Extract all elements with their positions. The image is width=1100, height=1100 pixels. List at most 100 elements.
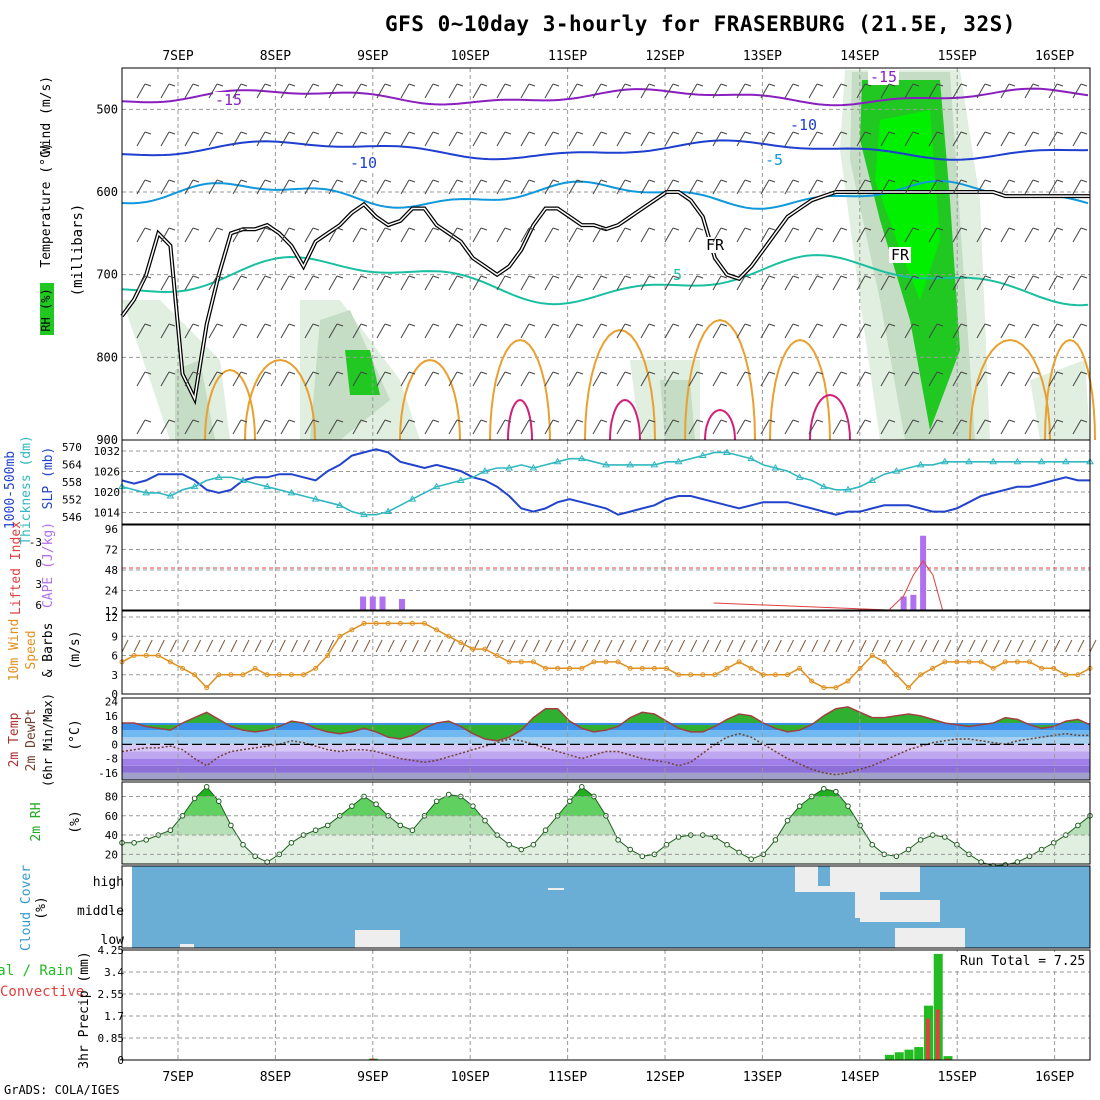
thickness-marker [311, 495, 320, 502]
wind-barb [928, 323, 938, 339]
wind-barb [760, 179, 770, 195]
wind-barb [808, 371, 818, 387]
wind-barb [376, 275, 386, 291]
wind-barb [184, 227, 194, 243]
wind-barb [232, 275, 242, 291]
thickness-marker [239, 476, 247, 483]
rh-marker [1026, 853, 1033, 860]
wind-axis-label-1: 10m Wind [7, 619, 22, 682]
wind-barb [496, 83, 506, 99]
wind-barb [768, 323, 776, 327]
wind-barb [376, 419, 386, 435]
wind-barb [432, 179, 440, 183]
wind-barb [504, 179, 512, 183]
wind-barb [936, 83, 944, 87]
surface-wind-barb [992, 639, 1000, 653]
wind-unit-label: (m/s) [68, 630, 83, 669]
wind-barb [912, 227, 920, 231]
surface-wind-barb [883, 639, 891, 653]
wind-barb [912, 131, 920, 135]
wind-barb [864, 419, 872, 423]
wind-barb [304, 323, 314, 339]
lifted-index-tick: -3 [29, 536, 42, 549]
wind-speed-marker [785, 672, 790, 678]
wind-barb [424, 419, 434, 435]
wind-barb [376, 179, 386, 195]
wind-barb [1024, 419, 1034, 435]
wind-barb [144, 179, 152, 183]
rh-marker [615, 837, 621, 843]
temp-contour-plus10 [969, 338, 1051, 441]
wind-barb [592, 371, 602, 387]
wind-barb [1024, 227, 1034, 243]
thickness-marker [771, 464, 780, 471]
wind-barb [1072, 275, 1082, 291]
temp-band [122, 751, 1090, 759]
date-label-top: 12SEP [645, 49, 684, 64]
wind-barb [816, 323, 824, 327]
wind-barb [616, 323, 626, 339]
wind-barb [304, 419, 314, 435]
wind-speed-marker [700, 672, 706, 678]
wind-barb [592, 83, 602, 99]
wind-barb [840, 275, 848, 279]
wind-barb [328, 179, 338, 195]
wind-barb [408, 275, 416, 279]
cape-tick: 12 [105, 605, 118, 618]
minmax-axis-label: (6hr Min/Max) [41, 693, 55, 787]
wind-barb [264, 131, 272, 135]
surface-wind-barb [617, 639, 625, 653]
surface-wind-barb [145, 639, 153, 653]
wind-barb [736, 323, 746, 339]
wind-barb [688, 323, 698, 339]
thickness-marker [940, 457, 949, 465]
precip-tick: 0 [117, 1054, 124, 1067]
surface-wind-barb [1089, 639, 1097, 653]
wind-speed-marker [724, 665, 730, 671]
wind-speed-marker [591, 659, 597, 665]
wind-barb [352, 275, 362, 291]
wind-barb [160, 371, 170, 387]
wind-speed-marker [325, 653, 331, 658]
temp-tick: -16 [98, 767, 118, 780]
wind-barb [984, 323, 992, 327]
wind-barb [696, 371, 704, 375]
wind-barb [208, 323, 218, 339]
wind-barb [1024, 371, 1034, 387]
surface-wind-barb [121, 639, 129, 653]
surface-wind-barb [424, 639, 431, 653]
wind-barb [952, 275, 962, 291]
wind-barb [640, 371, 650, 387]
wind-barb [552, 131, 560, 135]
wind-barb [376, 83, 386, 99]
wind-barb [312, 227, 320, 231]
wind-barb [288, 227, 296, 231]
wind-barb [576, 275, 584, 279]
wind-barb [688, 131, 698, 147]
rh-tick: 60 [105, 810, 118, 823]
wind-barb [880, 83, 890, 99]
wind-barb [672, 323, 680, 327]
wind-barb [1072, 179, 1082, 195]
wind-barb [240, 371, 248, 375]
wind-barb [888, 419, 896, 423]
thickness-marker [844, 485, 852, 493]
wind-barb [304, 227, 314, 243]
cloud-block [855, 892, 880, 918]
wind-barb [1072, 83, 1082, 99]
thickness-marker [577, 454, 586, 462]
precip-tick: 4.25 [98, 944, 125, 957]
wind-barb [1000, 275, 1010, 291]
wind-barb [600, 275, 608, 279]
wind-barb [480, 275, 488, 279]
wind-barb [544, 275, 554, 291]
wind-barb [408, 371, 416, 375]
wind-barb [424, 179, 434, 195]
wind-barb [264, 227, 272, 231]
wind-barb [216, 323, 224, 327]
rh-marker [1038, 846, 1045, 853]
temp-contour-plus15 [704, 408, 736, 441]
wind-speed-marker [216, 672, 222, 678]
wind-barb [424, 371, 434, 387]
surface-wind-barb [363, 639, 371, 653]
